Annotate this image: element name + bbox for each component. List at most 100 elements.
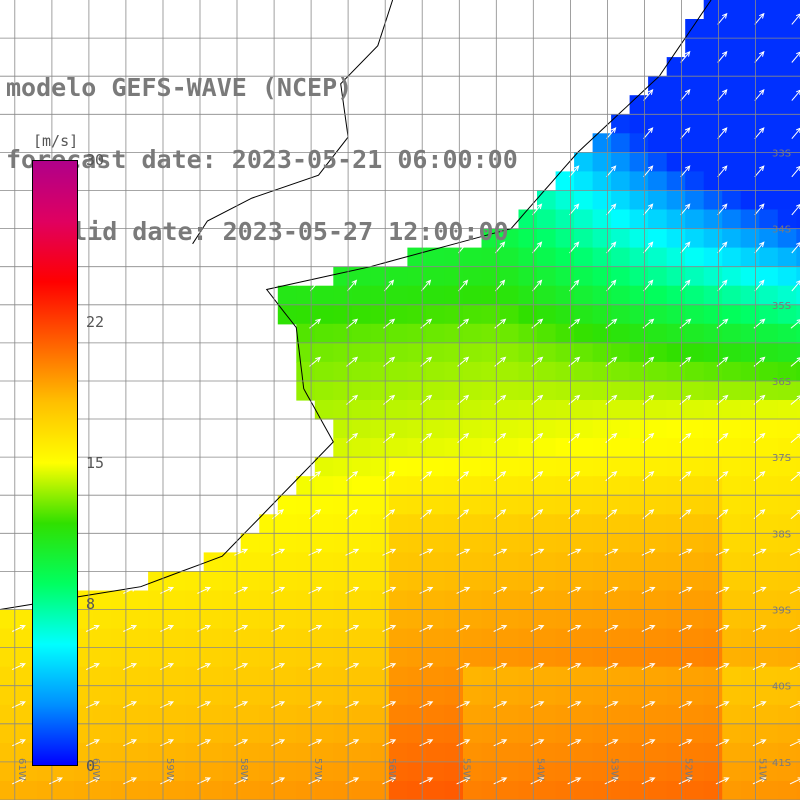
field-cell [351, 628, 371, 649]
field-cell [759, 704, 779, 725]
field-cell [648, 209, 668, 230]
field-cell [611, 152, 631, 172]
field-cell [463, 552, 483, 572]
field-cell [425, 247, 445, 268]
wind-arrow [382, 625, 397, 632]
field-cell [611, 723, 631, 744]
field-cell [611, 190, 631, 211]
field-cell [481, 609, 501, 630]
field-cell [444, 552, 464, 572]
lat-label: 37S [772, 453, 791, 464]
field-cell [777, 152, 797, 172]
field-cell [351, 761, 371, 782]
wind-arrow [456, 548, 471, 556]
wind-arrow [754, 127, 765, 140]
field-cell [166, 666, 186, 687]
wind-arrow [493, 586, 508, 594]
wind-arrow [234, 777, 249, 785]
field-cell [648, 533, 668, 553]
field-cell [518, 571, 538, 591]
lat-label: 41S [772, 758, 791, 769]
field-cell [592, 628, 612, 649]
field-cell [463, 571, 483, 591]
field-cell [129, 685, 149, 706]
field-cell [777, 438, 797, 458]
field-cell [463, 514, 483, 534]
wind-arrow [567, 739, 582, 747]
field-cell [463, 285, 483, 306]
wind-arrow [160, 739, 175, 747]
field-cell [481, 381, 501, 401]
field-cell [277, 647, 297, 668]
field-cell [388, 761, 408, 782]
field-cell [370, 647, 390, 668]
field-cell [333, 438, 353, 458]
field-cell [666, 628, 686, 649]
field-cell [463, 266, 483, 287]
field-cell [592, 495, 612, 515]
field-cell [537, 742, 557, 763]
lon-label: 57W [312, 758, 323, 781]
wind-arrow [569, 203, 580, 216]
wind-arrow [754, 89, 765, 101]
wind-arrow [752, 701, 767, 709]
field-cell [351, 400, 371, 420]
field-cell [444, 514, 464, 534]
field-cell [222, 628, 242, 649]
field-cell [203, 761, 223, 782]
field-cell [444, 685, 464, 706]
wind-arrow [641, 663, 656, 671]
field-cell [611, 742, 631, 763]
field-cell [796, 742, 800, 763]
field-cell [518, 628, 538, 649]
field-cell [500, 628, 520, 649]
field-cell [333, 742, 353, 763]
field-cell [351, 533, 371, 553]
wind-arrow [234, 586, 249, 594]
field-cell [185, 685, 205, 706]
wind-arrow [308, 739, 323, 747]
field-cell [222, 609, 242, 630]
field-cell [574, 171, 594, 191]
field-cell [37, 761, 57, 782]
field-cell [703, 323, 723, 344]
field-cell [629, 685, 649, 706]
field-cell [666, 590, 686, 611]
field-cell [648, 781, 668, 800]
field-cell [703, 457, 723, 477]
field-cell [555, 704, 575, 725]
field-cell [555, 628, 575, 649]
field-cell [537, 533, 557, 553]
field-cell [537, 266, 557, 287]
field-cell [666, 704, 686, 725]
lon-label: 59W [164, 758, 175, 781]
field-cell [685, 781, 705, 800]
field-cell [611, 114, 631, 134]
field-cell [259, 781, 279, 800]
lon-label: 51W [757, 758, 768, 781]
field-cell [351, 514, 371, 534]
wind-arrow [384, 279, 395, 292]
field-cell [685, 114, 705, 134]
field-cell [777, 647, 797, 668]
wind-arrow [456, 777, 471, 785]
field-cell [592, 514, 612, 534]
field-cell [370, 685, 390, 706]
colorbar-unit: [m/s] [33, 132, 79, 150]
field-cell [74, 666, 94, 687]
field-cell [685, 761, 705, 782]
field-cell [555, 476, 575, 496]
field-cell [759, 114, 779, 134]
wind-arrow [717, 165, 728, 178]
field-cell [703, 647, 723, 668]
field-cell [370, 495, 390, 515]
field-cell [629, 533, 649, 553]
field-cell [759, 228, 779, 249]
field-cell [370, 266, 390, 287]
field-cell [648, 514, 668, 534]
field-cell [314, 552, 334, 572]
field-cell [166, 647, 186, 668]
wind-arrow [567, 701, 582, 709]
field-cell [259, 628, 279, 649]
field-cell [185, 628, 205, 649]
